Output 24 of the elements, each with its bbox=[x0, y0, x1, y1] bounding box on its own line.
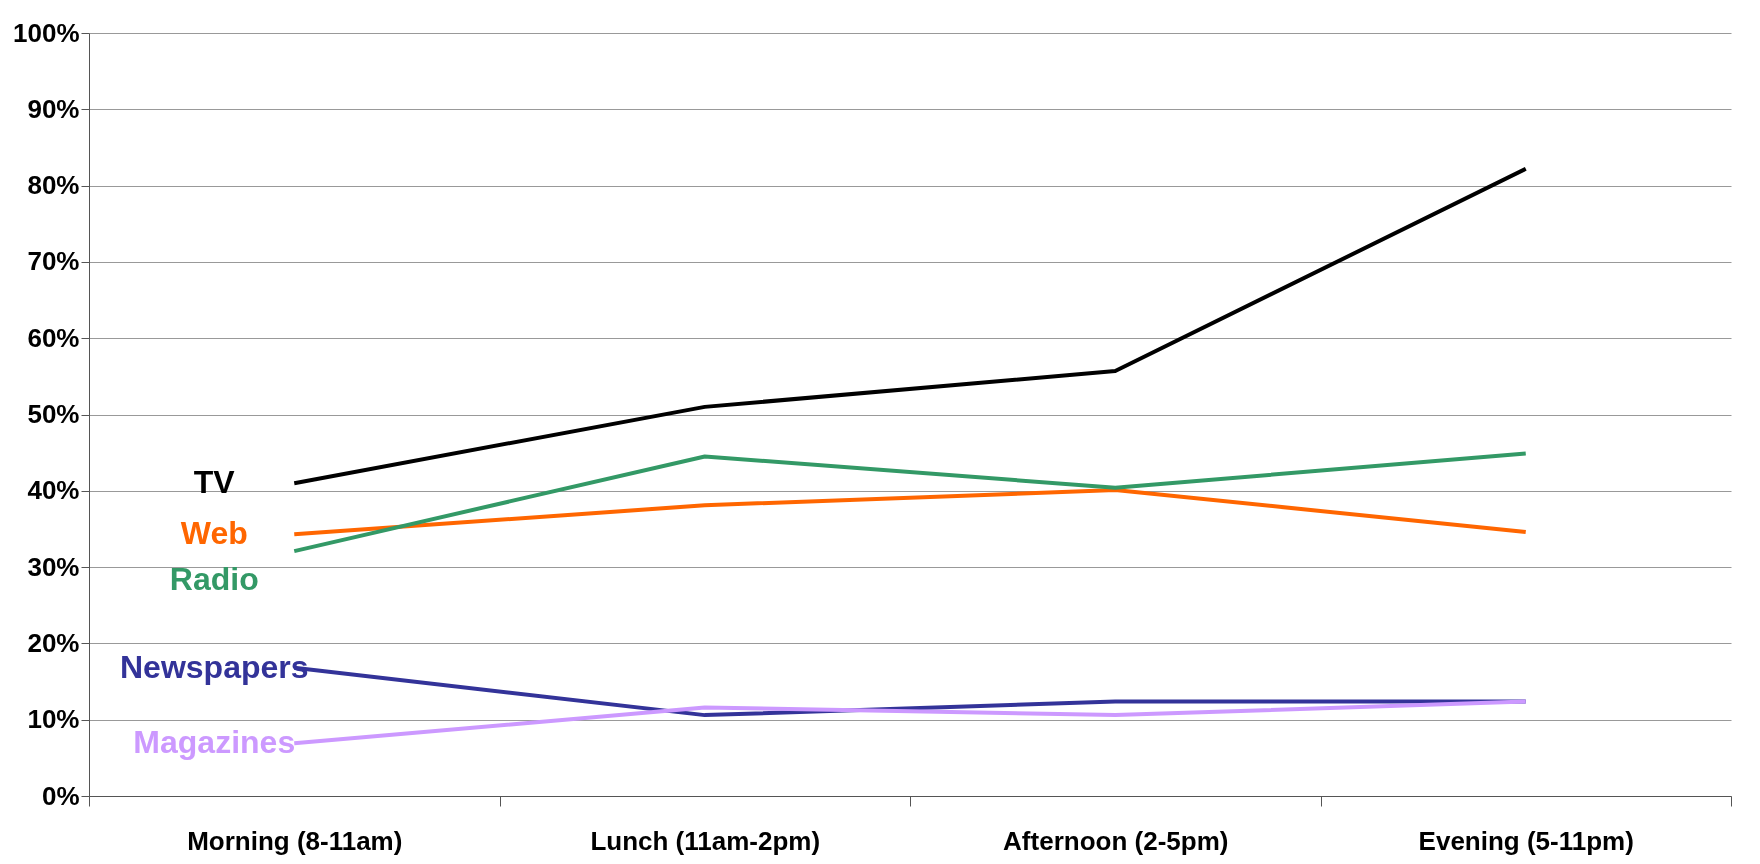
series-label: TV bbox=[193, 464, 236, 501]
y-tick-label: 80% bbox=[27, 170, 80, 201]
series-label: Radio bbox=[169, 561, 259, 598]
y-tick-label: 30% bbox=[27, 551, 80, 582]
y-tick-label: 60% bbox=[27, 322, 80, 353]
y-tick-label: 50% bbox=[27, 399, 80, 429]
y-tick-label: 70% bbox=[27, 246, 80, 277]
y-tick-label: 0% bbox=[41, 780, 80, 811]
y-tick-label: 90% bbox=[27, 93, 80, 124]
x-tick-label: Afternoon (2-5pm) bbox=[1003, 825, 1229, 856]
line-series bbox=[292, 699, 1528, 746]
line-series bbox=[292, 166, 1528, 486]
x-tick-label: Evening (5-11pm) bbox=[1418, 825, 1634, 856]
line-series bbox=[292, 451, 1528, 554]
x-tick-label: Morning (8-11am) bbox=[187, 825, 403, 856]
series-label: Magazines bbox=[133, 724, 296, 761]
y-tick-label: 100% bbox=[13, 17, 80, 48]
series-label: Newspapers bbox=[119, 648, 309, 685]
series-label: Web bbox=[180, 515, 248, 552]
y-tick-label: 20% bbox=[27, 627, 80, 658]
x-tick-label: Lunch (11am-2pm) bbox=[590, 825, 821, 856]
y-tick-label: 10% bbox=[27, 704, 80, 735]
line-series bbox=[292, 488, 1528, 537]
y-tick-label: 40% bbox=[27, 475, 80, 506]
